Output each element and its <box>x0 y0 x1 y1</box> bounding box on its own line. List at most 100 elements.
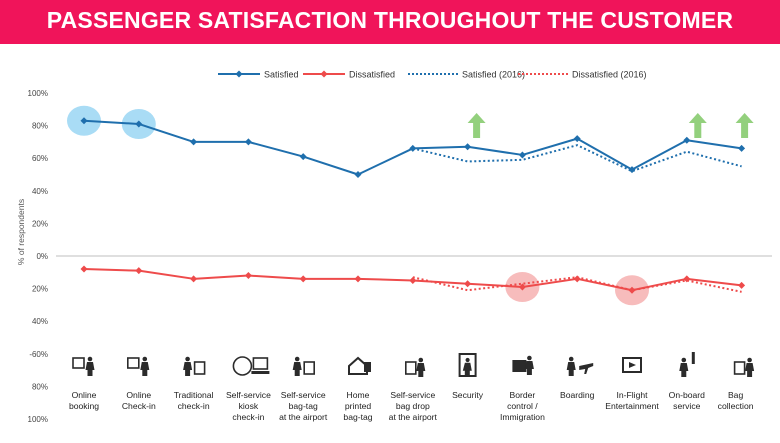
data-point <box>628 166 636 174</box>
legend-label: Satisfied (2016) <box>462 70 525 80</box>
x-category-label: In-Flight Entertainment <box>605 390 659 411</box>
highlight-circles <box>67 105 649 306</box>
data-point <box>573 275 581 283</box>
data-point <box>573 135 581 143</box>
data-point <box>738 144 746 152</box>
person-head <box>185 356 190 362</box>
data-point <box>354 171 362 178</box>
inflight-entertainment-icon <box>622 357 642 373</box>
person-head <box>527 355 532 361</box>
person-head <box>568 356 574 362</box>
data-point <box>299 153 307 161</box>
person-body <box>566 362 576 376</box>
bottle-shape <box>691 352 695 364</box>
y-tick-label: -60% <box>29 350 48 359</box>
screen-shape <box>622 357 642 373</box>
bag-collection-icon <box>733 357 755 377</box>
data-point <box>409 144 417 152</box>
data-point <box>80 265 88 273</box>
y-tick-label: 40% <box>32 187 48 196</box>
x-category-label: Traditional check-in <box>174 390 214 411</box>
person-head <box>294 356 300 362</box>
y-tick-label: 60% <box>32 154 48 163</box>
traditional-checkin-icon <box>183 356 206 376</box>
person-body <box>85 362 95 376</box>
luggage-shape <box>193 361 206 375</box>
page-title: PASSENGER SATISFACTION THROUGHOUT THE CU… <box>46 7 734 73</box>
x-category-label: Online Check-in <box>122 390 156 411</box>
bag-drop-icon <box>404 357 426 377</box>
data-point <box>190 138 198 146</box>
x-category-label: On-board service <box>669 390 706 411</box>
legend: Satisfied Dissatisfied Satisfied (2016) Dis… <box>218 70 647 80</box>
online-booking-icon <box>72 356 95 376</box>
x-category-label: Border control / Immigration <box>500 390 545 422</box>
series-lines <box>80 117 746 294</box>
device-shape <box>127 357 140 369</box>
x-axis-labels: Online booking Online Check-in Traditional ch… <box>69 390 754 422</box>
bag-tag-icon <box>292 356 316 376</box>
data-point <box>464 280 472 288</box>
y-tick-label: 0% <box>36 252 48 261</box>
data-point <box>354 275 362 283</box>
y-tick-label: 20% <box>32 285 48 294</box>
person-head <box>142 356 148 362</box>
data-point <box>518 283 526 291</box>
x-category-label: Boarding <box>560 390 595 400</box>
data-point <box>683 275 691 283</box>
person-head <box>747 357 752 363</box>
online-checkin-icon <box>127 356 150 376</box>
person-head <box>681 357 687 363</box>
y-axis: 100% 80% 60% 40% 20% 0% 20% 40% -60% 80% 100% <box>28 89 772 424</box>
legend-marker <box>320 70 328 78</box>
printer-shape <box>364 362 371 372</box>
bag-shape <box>404 361 417 375</box>
person-body <box>140 362 150 376</box>
y-tick-label: 80% <box>32 122 48 131</box>
plane-shape <box>579 363 594 374</box>
person-head <box>418 357 424 363</box>
data-point <box>190 275 198 283</box>
person-body <box>745 363 755 377</box>
luggage-shape <box>303 361 316 375</box>
legend-label: Satisfied <box>264 70 299 80</box>
data-point <box>683 136 691 144</box>
kiosk-ring <box>232 356 253 376</box>
onboard-service-icon <box>679 352 695 377</box>
up-arrows <box>467 113 754 138</box>
y-tick-label: 20% <box>32 219 48 228</box>
data-point <box>244 272 252 280</box>
kiosk-screen <box>252 357 269 370</box>
booth-shape <box>512 360 527 372</box>
data-point <box>409 276 417 284</box>
person-body <box>183 362 193 376</box>
boarding-icon <box>566 356 594 376</box>
bag-shape <box>733 361 746 375</box>
x-category-label: Self-service bag drop at the airport <box>389 390 438 422</box>
play-shape <box>629 362 636 368</box>
legend-label: Dissatisfied (2016) <box>572 70 647 80</box>
data-point <box>299 275 307 283</box>
x-category-label: Self-service kiosk check-in <box>226 390 271 422</box>
x-category-label: Bag collection <box>718 390 754 411</box>
legend-label: Dissatisfied <box>349 70 395 80</box>
y-tick-label: 100% <box>28 89 48 98</box>
up-arrow-icon <box>688 113 707 138</box>
person-body <box>679 363 689 377</box>
up-arrow-icon <box>467 113 486 138</box>
person-body <box>462 362 472 377</box>
person-head <box>87 356 93 362</box>
y-axis-label: % of respondents <box>16 199 26 265</box>
person-head <box>465 357 470 363</box>
data-point <box>135 120 143 128</box>
data-point <box>464 143 472 151</box>
person-body <box>416 363 426 377</box>
y-tick-label: 100% <box>28 415 48 424</box>
x-category-label: Online booking <box>69 390 99 411</box>
y-tick-label: 80% <box>32 382 48 391</box>
series-line <box>412 144 742 173</box>
kiosk-icon <box>232 356 270 376</box>
title-banner <box>0 0 780 44</box>
home-print-icon <box>348 356 371 375</box>
